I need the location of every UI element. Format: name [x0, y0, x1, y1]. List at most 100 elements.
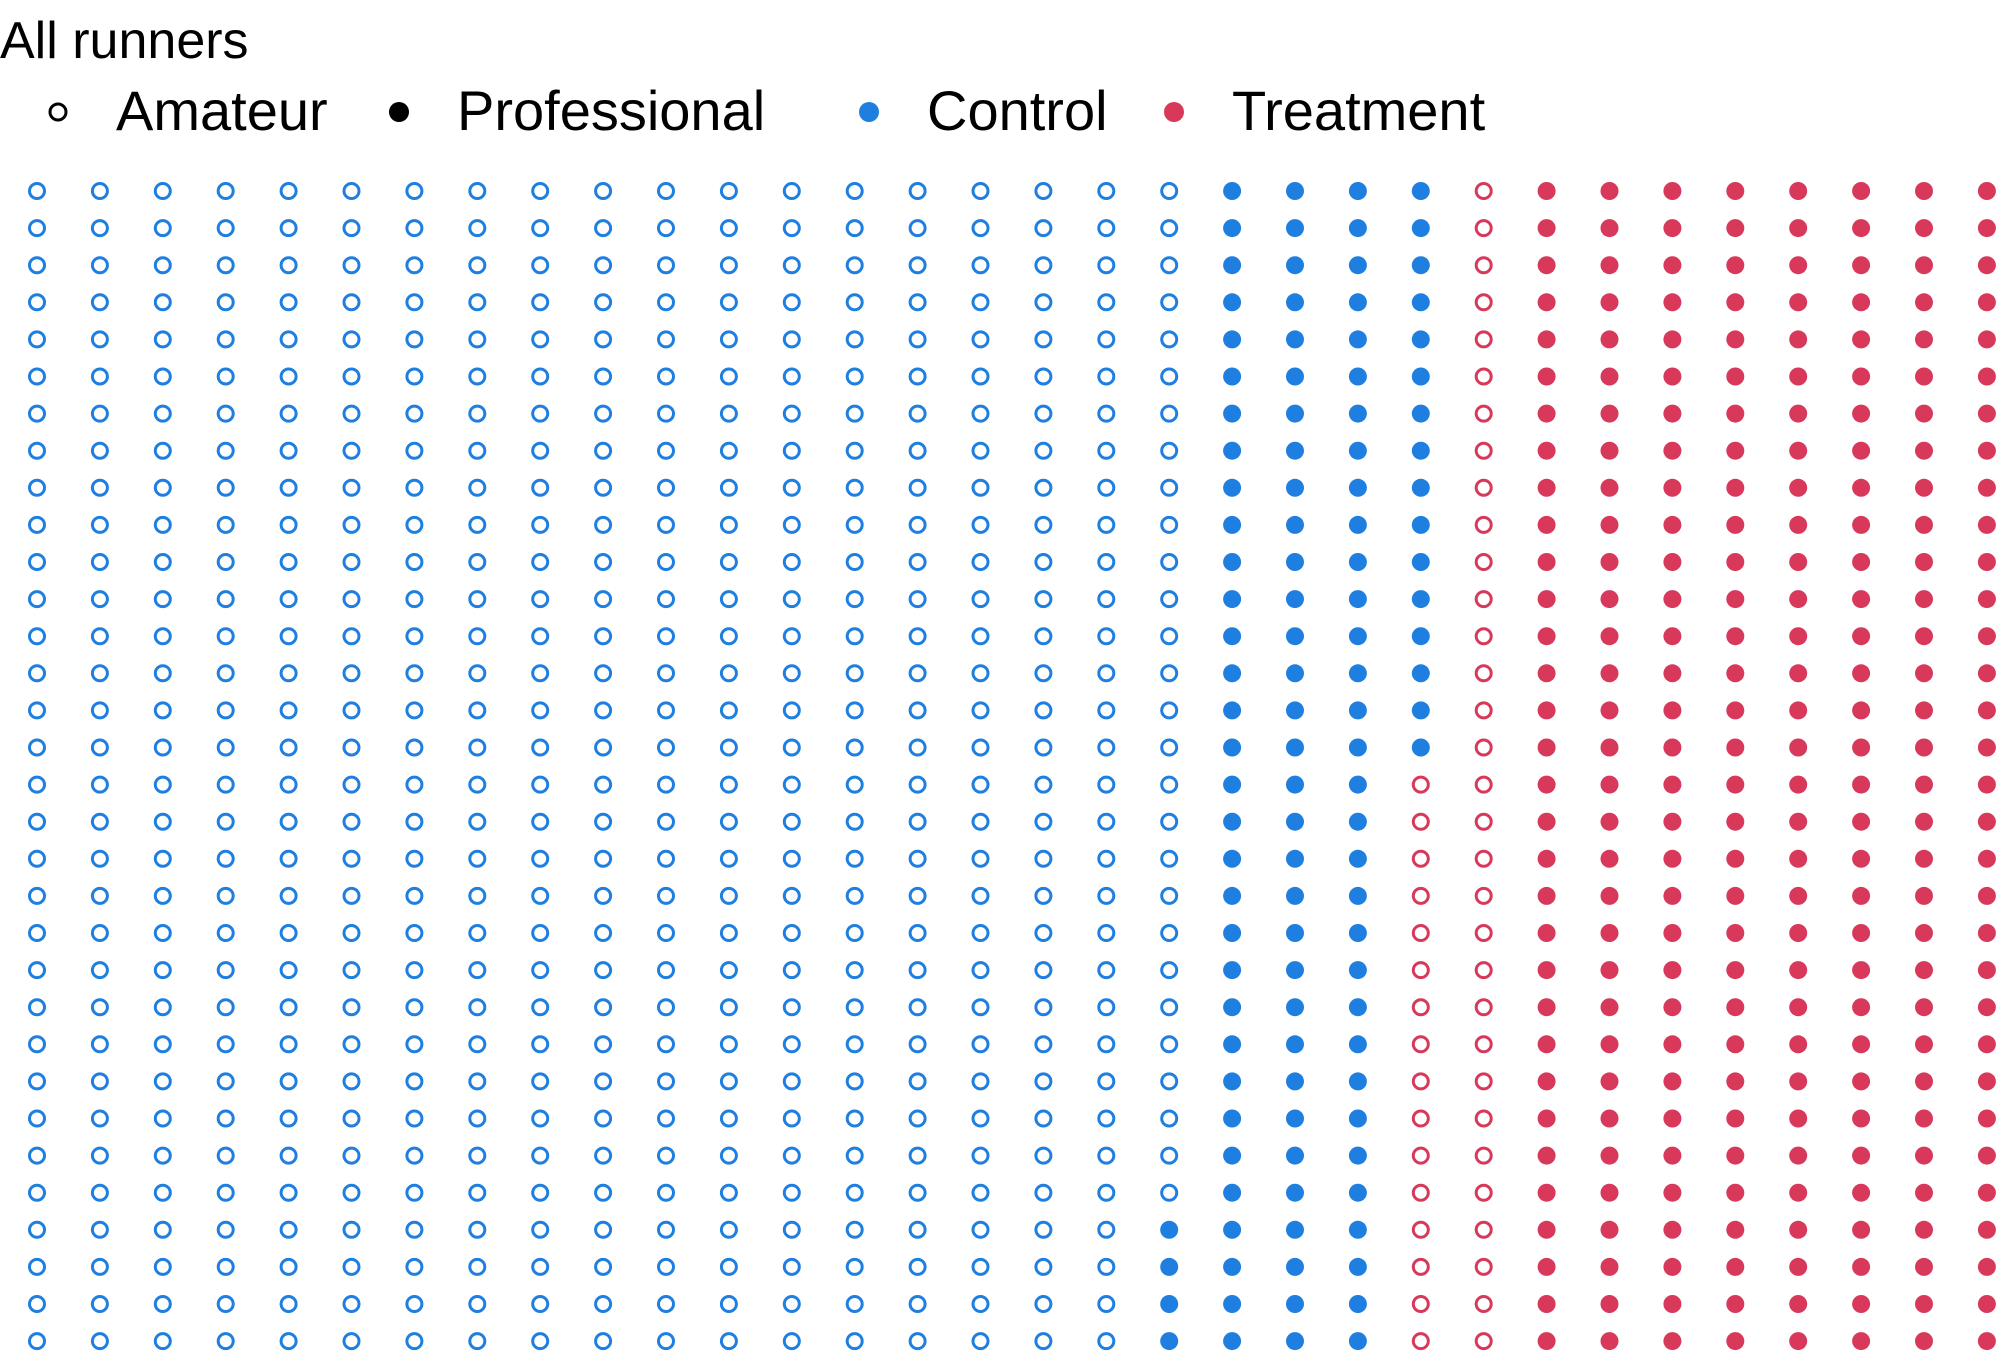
- point-professional-treatment: [1537, 293, 1556, 312]
- point-professional-treatment: [1726, 293, 1745, 312]
- point-professional-treatment: [1977, 219, 1996, 238]
- point-amateur-control: [153, 812, 172, 831]
- point-amateur-control: [342, 886, 361, 905]
- point-professional-treatment: [1726, 404, 1745, 423]
- point-amateur-control: [279, 664, 298, 683]
- point-amateur-control: [971, 1146, 990, 1165]
- point-professional-treatment: [1726, 664, 1745, 683]
- point-amateur-control: [971, 886, 990, 905]
- point-amateur-control: [971, 701, 990, 720]
- point-professional-treatment: [1600, 924, 1619, 942]
- point-amateur-treatment: [1474, 1183, 1493, 1202]
- point-amateur-control: [845, 886, 864, 905]
- point-amateur-control: [594, 886, 613, 905]
- point-professional-treatment: [1789, 553, 1808, 571]
- point-amateur-control: [657, 961, 675, 980]
- point-amateur-control: [153, 478, 172, 497]
- point-professional-control: [1286, 775, 1304, 794]
- point-amateur-control: [657, 182, 675, 200]
- point-amateur-control: [28, 775, 46, 794]
- point-professional-control: [1223, 1257, 1242, 1276]
- point-professional-control: [1348, 1035, 1367, 1054]
- point-amateur-control: [342, 1295, 361, 1313]
- point-professional-control: [1286, 924, 1304, 942]
- point-professional-control: [1411, 404, 1430, 423]
- point-amateur-control: [468, 886, 487, 905]
- point-professional-control: [1348, 1183, 1367, 1202]
- point-amateur-control: [845, 182, 864, 200]
- point-amateur-control: [28, 701, 46, 720]
- point-amateur-control: [342, 478, 361, 497]
- point-amateur-control: [1160, 812, 1179, 831]
- point-amateur-control: [971, 256, 990, 275]
- point-amateur-control: [342, 219, 361, 238]
- point-amateur-control: [468, 182, 487, 200]
- point-amateur-control: [971, 441, 990, 460]
- point-amateur-control: [782, 627, 801, 646]
- point-amateur-control: [845, 590, 864, 609]
- point-amateur-treatment: [1474, 627, 1493, 646]
- point-professional-treatment: [1726, 1109, 1745, 1128]
- point-professional-treatment: [1789, 775, 1808, 794]
- point-amateur-control: [594, 998, 613, 1017]
- point-professional-control: [1286, 478, 1304, 497]
- point-professional-treatment: [1663, 515, 1682, 534]
- point-amateur-control: [782, 998, 801, 1017]
- point-amateur-treatment: [1411, 1183, 1430, 1202]
- point-amateur-control: [342, 1035, 361, 1054]
- point-professional-treatment: [1600, 1072, 1619, 1091]
- point-amateur-control: [782, 293, 801, 312]
- point-amateur-control: [845, 441, 864, 460]
- point-amateur-control: [1034, 701, 1053, 720]
- point-professional-treatment: [1852, 182, 1871, 200]
- point-professional-control: [1411, 182, 1430, 200]
- point-professional-treatment: [1915, 1146, 1933, 1165]
- point-amateur-control: [468, 330, 487, 349]
- point-amateur-control: [657, 627, 675, 646]
- point-amateur-control: [594, 404, 613, 423]
- point-amateur-control: [1160, 775, 1179, 794]
- point-professional-treatment: [1789, 1220, 1808, 1239]
- point-professional-treatment: [1663, 1183, 1682, 1202]
- point-professional-treatment: [1600, 701, 1619, 720]
- point-professional-control: [1286, 1146, 1304, 1165]
- point-amateur-control: [153, 1295, 172, 1313]
- point-amateur-control: [657, 886, 675, 905]
- point-amateur-treatment: [1474, 1295, 1493, 1313]
- point-amateur-control: [908, 1257, 927, 1276]
- point-professional-treatment: [1915, 1183, 1933, 1202]
- point-professional-treatment: [1789, 961, 1808, 980]
- point-professional-treatment: [1852, 849, 1871, 868]
- point-amateur-control: [1097, 441, 1116, 460]
- point-amateur-control: [1034, 1146, 1053, 1165]
- point-amateur-control: [90, 590, 109, 609]
- point-professional-control: [1223, 1072, 1242, 1091]
- point-amateur-control: [908, 664, 927, 683]
- point-professional-treatment: [1537, 627, 1556, 646]
- point-amateur-control: [971, 404, 990, 423]
- point-professional-treatment: [1537, 441, 1556, 460]
- point-amateur-control: [531, 886, 550, 905]
- point-amateur-control: [782, 1109, 801, 1128]
- point-amateur-control: [1097, 1146, 1116, 1165]
- point-amateur-control: [468, 478, 487, 497]
- point-amateur-control: [531, 293, 550, 312]
- point-amateur-control: [1034, 367, 1053, 386]
- point-amateur-control: [279, 330, 298, 349]
- point-professional-treatment: [1726, 775, 1745, 794]
- point-amateur-control: [1097, 219, 1116, 238]
- point-professional-control: [1348, 1109, 1367, 1128]
- point-amateur-control: [90, 1257, 109, 1276]
- point-professional-treatment: [1600, 441, 1619, 460]
- point-amateur-control: [28, 1072, 46, 1091]
- point-professional-treatment: [1852, 886, 1871, 905]
- point-amateur-control: [468, 701, 487, 720]
- point-amateur-control: [90, 1220, 109, 1239]
- point-professional-control: [1411, 515, 1430, 534]
- point-amateur-control: [971, 1332, 990, 1351]
- point-amateur-control: [657, 1183, 675, 1202]
- point-amateur-control: [719, 293, 738, 312]
- point-amateur-treatment: [1411, 1035, 1430, 1054]
- point-amateur-treatment: [1411, 998, 1430, 1017]
